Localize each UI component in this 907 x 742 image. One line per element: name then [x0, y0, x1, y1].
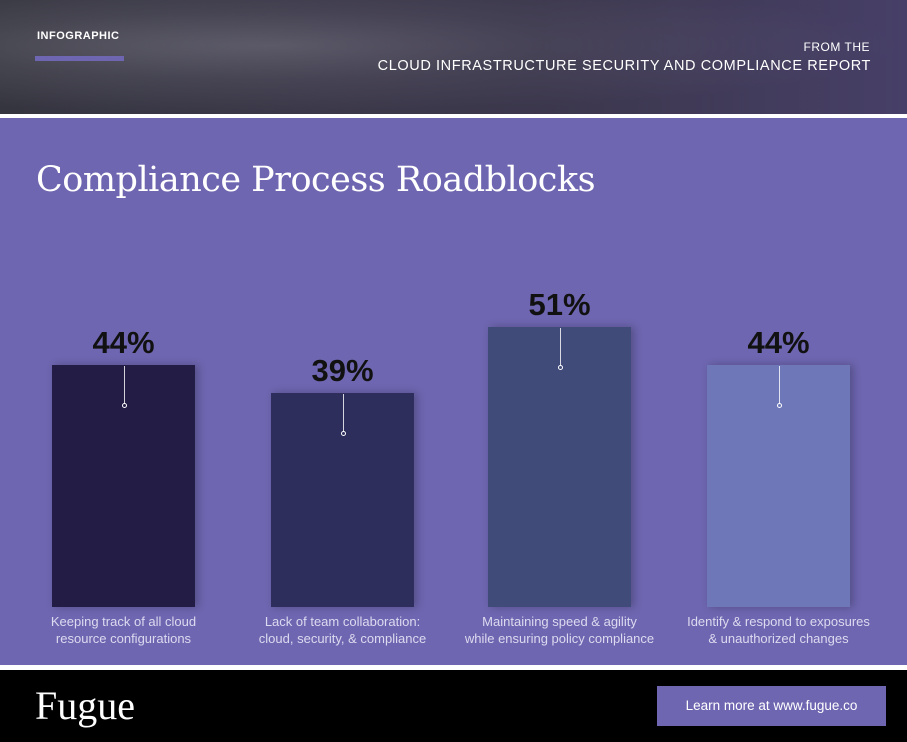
report-title: CLOUD INFRASTRUCTURE SECURITY AND COMPLI…: [377, 58, 871, 74]
bar-stem: [778, 366, 780, 404]
header: INFOGRAPHIC FROM THE CLOUD INFRASTRUCTUR…: [0, 0, 907, 114]
value-label: 39%: [311, 352, 374, 388]
bar-stem: [559, 327, 561, 366]
category-label: Keeping track of all cloud resource conf…: [50, 614, 197, 646]
bar: [488, 326, 631, 607]
bar-stem: [342, 393, 344, 432]
bar-dot: [776, 403, 782, 408]
bar-dot: [121, 403, 127, 408]
bar-stem: [123, 366, 125, 404]
footer: Fugue Learn more at www.fugue.co: [0, 670, 907, 742]
tag-underline: [35, 56, 124, 61]
value-label: 44%: [92, 325, 155, 360]
category-label: Lack of team collaboration: cloud, secur…: [258, 614, 427, 646]
value-label: 44%: [747, 325, 810, 360]
tag: INFOGRAPHIC: [37, 30, 120, 42]
from-label: FROM THE: [803, 40, 870, 54]
cta-button[interactable]: Learn more at www.fugue.co: [657, 686, 886, 726]
chart-title: Compliance Process Roadblocks: [36, 160, 596, 200]
value-label: 51%: [528, 286, 591, 322]
brand: Fugue: [35, 683, 135, 728]
category-label: Maintaining speed & agility while ensuri…: [464, 614, 655, 646]
header-shade: [0, 0, 907, 114]
bar-dot: [557, 364, 563, 370]
category-label: Identify & respond to exposures & unauth…: [687, 614, 870, 646]
bar-dot: [340, 430, 346, 436]
